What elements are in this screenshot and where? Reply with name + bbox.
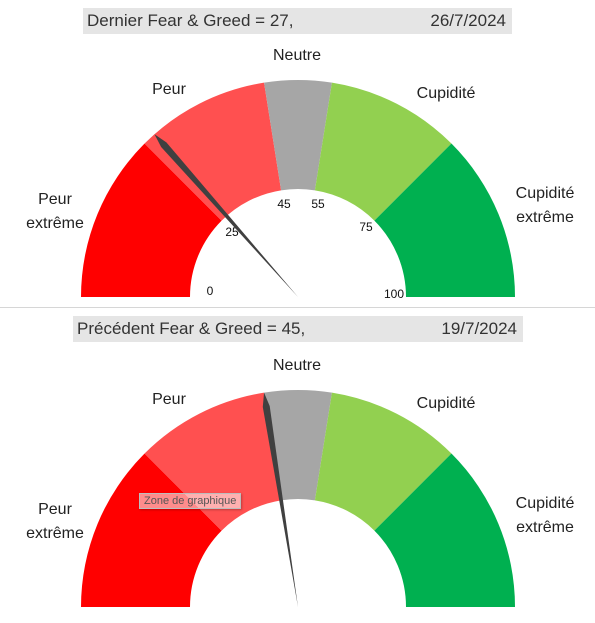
- band-peur-extreme: [81, 143, 222, 297]
- header-date: 19/7/2024: [441, 319, 517, 338]
- band-label-line: extrême: [516, 519, 574, 536]
- band-label-peur-extreme: Peur extrême: [26, 501, 84, 542]
- gauge-panel-previous: Précédent Fear & Greed = 45, 19/7/2024 P…: [0, 310, 595, 620]
- band-label-line: Peur: [152, 391, 186, 408]
- band-label-cupidite-extreme: Cupidité extrême: [516, 185, 575, 226]
- band-label-line: Cupidité: [417, 395, 476, 412]
- band-label-line: extrême: [26, 215, 84, 232]
- band-label-line: Cupidité: [417, 85, 476, 102]
- band-label-peur-extreme: Peur extrême: [26, 191, 84, 232]
- header-title: Dernier Fear & Greed = 27,: [87, 11, 294, 30]
- band-neutre: [264, 390, 332, 501]
- band-label-line: Peur: [38, 191, 72, 208]
- header-title: Précédent Fear & Greed = 45,: [77, 319, 306, 338]
- band-peur: [144, 392, 282, 531]
- band-cupidite: [314, 392, 452, 531]
- chart-area-tooltip: Zone de graphique: [139, 493, 242, 509]
- gauge-chart-previous[interactable]: Peur extrême Peur Neutre Cupidité Cupidité ext…: [0, 310, 595, 620]
- band-label-peur: Peur: [152, 391, 186, 408]
- gauge-panel-latest: Dernier Fear & Greed = 27, 26/7/2024 Peu…: [0, 0, 595, 310]
- gauge-chart-latest[interactable]: Peur extrême Peur Neutre Cupidité Cupidité ext…: [0, 0, 595, 310]
- band-peur-extreme: [81, 453, 222, 607]
- panel-divider: [0, 307, 595, 308]
- band-label-line: Peur: [38, 501, 72, 518]
- tick-label-45: 45: [277, 197, 291, 211]
- band-label-line: Cupidité: [516, 185, 575, 202]
- band-label-line: Neutre: [273, 357, 321, 374]
- gauge-bands: [81, 390, 515, 607]
- band-cupidite: [314, 82, 452, 221]
- gauge-bands: [81, 80, 515, 297]
- band-cupidite-extreme: [374, 453, 515, 607]
- tick-label-55: 55: [311, 197, 325, 211]
- band-label-cupidite-extreme: Cupidité extrême: [516, 495, 575, 536]
- band-label-neutre: Neutre: [273, 47, 321, 64]
- band-label-line: extrême: [26, 525, 84, 542]
- chart-header-latest: Dernier Fear & Greed = 27, 26/7/2024: [83, 8, 512, 34]
- tick-label-75: 75: [359, 220, 373, 234]
- gauge-needle: [154, 134, 298, 297]
- band-label-line: Neutre: [273, 47, 321, 64]
- band-label-neutre: Neutre: [273, 357, 321, 374]
- band-label-line: Cupidité: [516, 495, 575, 512]
- chart-header-previous: Précédent Fear & Greed = 45, 19/7/2024: [73, 316, 523, 342]
- tick-label-100: 100: [384, 287, 404, 301]
- tick-label-0: 0: [207, 284, 214, 298]
- band-label-cupidite: Cupidité: [417, 395, 476, 412]
- gauge-needle: [262, 392, 298, 607]
- band-label-line: Peur: [152, 81, 186, 98]
- band-label-line: extrême: [516, 209, 574, 226]
- header-date: 26/7/2024: [430, 11, 506, 30]
- band-label-cupidite: Cupidité: [417, 85, 476, 102]
- band-label-peur: Peur: [152, 81, 186, 98]
- band-neutre: [264, 80, 332, 191]
- band-peur: [144, 82, 282, 221]
- band-cupidite-extreme: [374, 143, 515, 297]
